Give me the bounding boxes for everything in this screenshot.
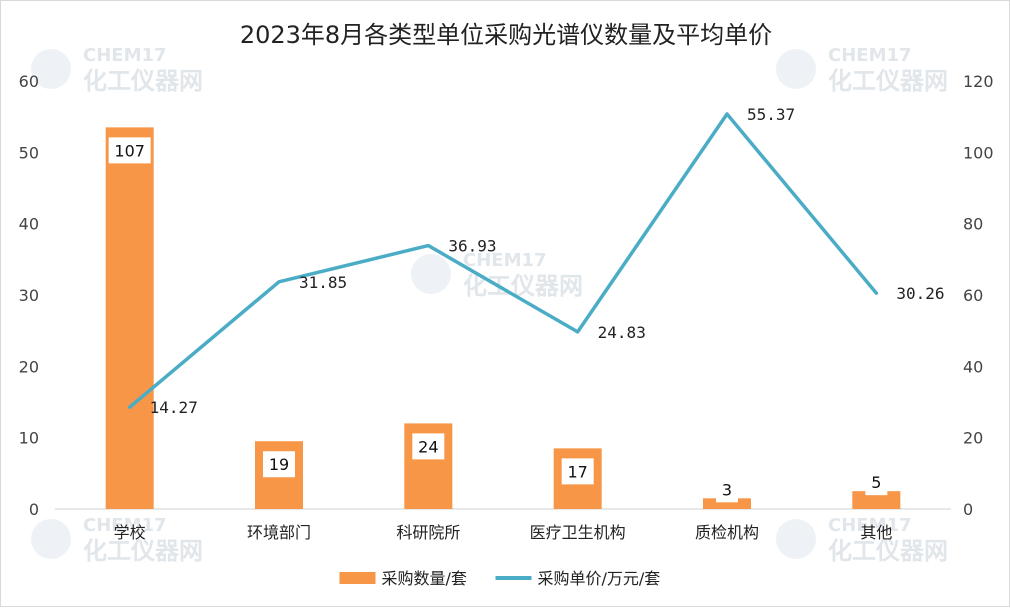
bar-value-label: 5 <box>871 473 881 492</box>
watermark-logo-icon <box>776 49 816 89</box>
watermark-brand: CHEM17 <box>83 515 167 536</box>
watermark-logo-icon <box>776 519 816 559</box>
y-left-tick-label: 20 <box>19 357 39 376</box>
category-label: 学校 <box>114 523 146 542</box>
watermark-brand: CHEM17 <box>828 515 912 536</box>
watermark-brand: CHEM17 <box>463 250 547 271</box>
y-left-tick-label: 0 <box>29 500 39 519</box>
watermark-logo-icon <box>31 49 71 89</box>
legend-label-bar: 采购数量/套 <box>382 569 467 588</box>
y-right-tick-label: 20 <box>963 429 983 448</box>
line-point <box>277 280 281 284</box>
category-label: 环境部门 <box>247 523 311 542</box>
line-value-label: 31.85 <box>299 273 347 292</box>
watermark-tagline: 化工仪器网 <box>828 67 948 95</box>
bar-label-box <box>412 433 445 460</box>
y-left-tick-label: 60 <box>19 72 39 91</box>
y-right-tick-label: 80 <box>963 215 983 234</box>
chart-title: 2023年8月各类型单位采购光谱仪数量及平均单价 <box>239 21 773 49</box>
bar-value-label: 19 <box>269 455 289 474</box>
watermark-tagline: 化工仪器网 <box>828 537 948 565</box>
watermark-tagline: 化工仪器网 <box>83 67 203 95</box>
line-point <box>128 405 132 409</box>
line-value-label: 36.93 <box>448 237 496 256</box>
bar-label-box <box>263 451 295 478</box>
y-right-tick-label: 120 <box>963 72 994 91</box>
category-label: 科研院所 <box>396 523 460 542</box>
legend-label-line: 采购单价/万元/套 <box>538 569 661 588</box>
line-value-label: 55.37 <box>747 105 795 124</box>
line-value-label: 30.26 <box>896 284 944 303</box>
line-point <box>576 330 580 334</box>
bar-label-box <box>561 458 594 485</box>
watermark-logo-icon <box>411 254 451 294</box>
watermark-logo-icon <box>31 519 71 559</box>
y-left-tick-label: 50 <box>19 143 39 162</box>
bar-value-label: 3 <box>722 480 732 499</box>
watermark-brand: CHEM17 <box>828 45 912 66</box>
y-right-tick-label: 60 <box>963 286 983 305</box>
watermark-brand: CHEM17 <box>83 45 167 66</box>
line-point <box>426 244 430 248</box>
category-label: 其他 <box>860 523 892 542</box>
bar-label-box <box>865 469 888 496</box>
legend-swatch-bar <box>339 572 376 584</box>
line-series-path <box>127 112 879 409</box>
bar-label-box <box>716 476 738 503</box>
bar <box>852 491 901 509</box>
line-value-label: 14.27 <box>150 398 198 417</box>
bar <box>105 127 154 509</box>
line-point <box>725 112 729 116</box>
bar-value-label: 17 <box>567 462 587 481</box>
y-right-tick-label: 40 <box>963 357 983 376</box>
line-value-label: 24.83 <box>598 323 646 342</box>
bar-value-label: 107 <box>114 141 145 160</box>
y-right-tick-label: 100 <box>963 143 994 162</box>
y-left-tick-label: 30 <box>19 286 39 305</box>
category-label: 医疗卫生机构 <box>530 523 626 542</box>
category-label: 质检机构 <box>695 523 759 542</box>
bar-label-box <box>108 137 151 164</box>
y-left-tick-label: 10 <box>19 429 39 448</box>
bar <box>703 498 751 509</box>
bar-value-label: 24 <box>418 437 438 456</box>
y-right-tick-label: 0 <box>963 500 973 519</box>
y-left-tick-label: 40 <box>19 215 39 234</box>
line-point <box>874 291 878 295</box>
watermark-tagline: 化工仪器网 <box>83 537 203 565</box>
